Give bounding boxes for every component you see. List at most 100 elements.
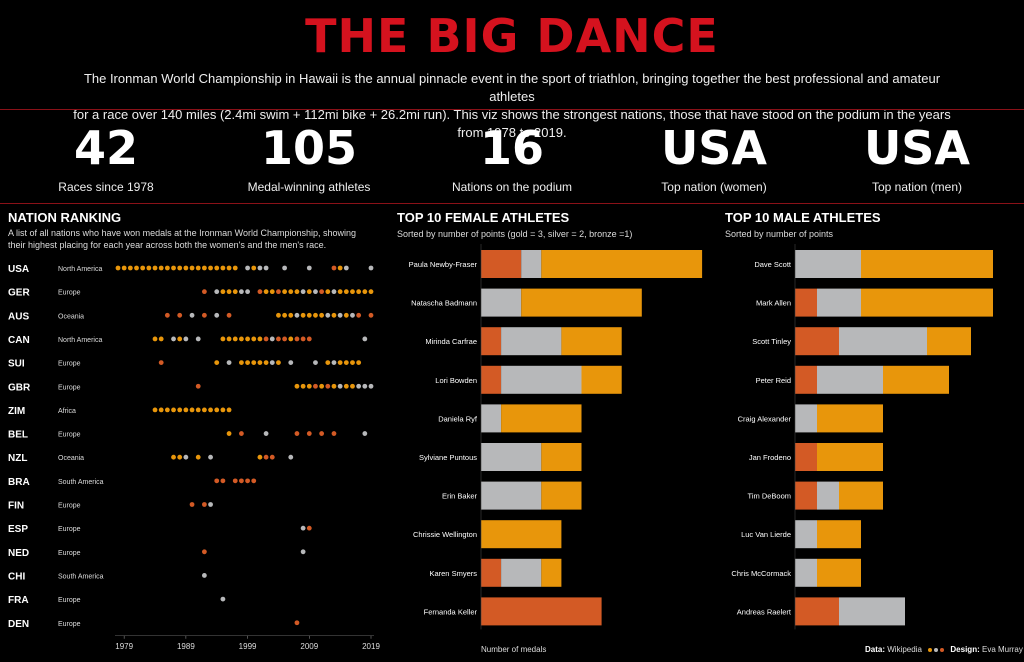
female-subtitle: Sorted by number of points (gold = 3, si… xyxy=(397,229,633,239)
athlete-name: Erin Baker xyxy=(442,492,478,501)
medal-dot xyxy=(189,265,195,271)
medal-dot xyxy=(239,360,244,365)
medal-dot xyxy=(343,265,349,271)
medal-dot xyxy=(288,336,294,342)
medal-dot xyxy=(214,478,220,484)
data-credit-label: Data: xyxy=(865,645,886,654)
medal-dot xyxy=(177,336,183,342)
medal-dot xyxy=(325,360,331,365)
medal-dot xyxy=(214,407,220,413)
nation-region: Africa xyxy=(58,408,76,415)
bronze-medal-bar xyxy=(481,365,502,394)
medal-dot xyxy=(152,336,158,342)
medal-dot xyxy=(269,289,275,295)
nation-code: BRA xyxy=(8,477,30,488)
medal-dot xyxy=(232,289,238,295)
athlete-name: Mirinda Carfrae xyxy=(425,337,477,346)
medal-dot xyxy=(177,407,183,413)
medal-dot xyxy=(337,265,343,271)
medal-dot xyxy=(362,336,368,342)
intro-line-1: The Ironman World Championship in Hawaii… xyxy=(83,71,941,104)
medal-dot xyxy=(313,360,318,365)
kpi-value: 105 xyxy=(260,121,358,175)
medal-dot xyxy=(220,289,226,295)
medal-dot xyxy=(177,312,183,318)
medal-dot xyxy=(239,478,244,484)
medal-dot xyxy=(214,360,220,365)
silver-medal-bar xyxy=(481,443,542,471)
female-title: TOP 10 FEMALE ATHLETES xyxy=(397,210,570,225)
nation-ranking-chart: USA North America GER Europe AUS Oceania CAN No… xyxy=(8,264,380,651)
medal-dot xyxy=(226,289,232,295)
year-tick-label: 1989 xyxy=(177,642,195,651)
bronze-medal-bar xyxy=(795,443,817,471)
silver-medal-bar xyxy=(521,250,542,278)
design-credit-value: Eva Murray xyxy=(981,645,1023,654)
gold-medal-bar xyxy=(861,288,993,317)
medal-dot xyxy=(282,265,288,271)
bronze-medal-bar xyxy=(481,558,502,587)
gold-medal-bar xyxy=(541,443,582,471)
medal-dot xyxy=(214,312,220,318)
medal-dot xyxy=(331,265,337,271)
male-title: TOP 10 MALE ATHLETES xyxy=(725,210,881,225)
nation-region: Europe xyxy=(58,384,81,391)
medal-dot xyxy=(294,336,300,342)
medal-dot xyxy=(350,383,355,389)
athlete-name: Andreas Raelert xyxy=(737,607,792,616)
medal-dot xyxy=(306,525,312,531)
nation-region: Europe xyxy=(58,550,81,557)
medal-dot xyxy=(276,312,281,318)
medal-dot xyxy=(201,265,207,271)
medal-dot xyxy=(239,289,244,295)
medal-dot xyxy=(239,431,244,436)
silver-medal-bar xyxy=(795,520,817,549)
nation-code: DEN xyxy=(8,619,29,630)
silver-medal-bar xyxy=(501,365,582,394)
medal-dot xyxy=(183,407,189,413)
medal-dot xyxy=(282,336,288,342)
medal-dot xyxy=(208,502,213,507)
medal-dot xyxy=(263,289,269,295)
medal-dot xyxy=(269,454,275,460)
medal-dot xyxy=(201,312,207,318)
medal-dot xyxy=(201,289,207,295)
medal-dot xyxy=(208,265,213,271)
medal-dot xyxy=(263,454,269,460)
medal-dot xyxy=(362,383,368,389)
medal-dot xyxy=(294,431,300,436)
nation-subtitle-line-2: their highest placing for each year acro… xyxy=(8,240,327,250)
bronze-medal-bar xyxy=(795,288,817,317)
gold-medal-bar xyxy=(817,558,861,587)
athlete-name: Natascha Badmann xyxy=(411,299,477,308)
kpi-value: USA xyxy=(660,121,768,175)
medal-dot xyxy=(356,383,362,389)
medal-dot xyxy=(350,360,355,365)
medal-dot xyxy=(300,525,306,531)
gold-medal-bar xyxy=(861,250,993,278)
medal-dot xyxy=(127,265,133,271)
medal-dot xyxy=(189,312,195,318)
nation-ranking-subtitle: A list of all nations who have won medal… xyxy=(8,227,378,251)
intro-text: The Ironman World Championship in Hawaii… xyxy=(60,70,964,142)
medal-dot xyxy=(288,312,294,318)
silver-medal-bar xyxy=(481,481,542,510)
bronze-medal-bar xyxy=(481,327,502,356)
male-athletes-chart: Dave Scott Mark Allen Scott Tinley Peter Re… xyxy=(731,244,993,630)
gold-medal-bar xyxy=(501,404,582,433)
year-tick-label: 2019 xyxy=(362,642,380,651)
medal-dot xyxy=(257,289,263,295)
medal-dot xyxy=(171,454,176,460)
medal-dot xyxy=(319,289,325,295)
medal-dot xyxy=(331,383,337,389)
athlete-name: Scott Tinley xyxy=(752,337,791,346)
medal-dot xyxy=(356,312,362,318)
medal-dot xyxy=(152,407,158,413)
medal-dot xyxy=(325,383,331,389)
medal-dot xyxy=(195,454,201,460)
nation-region: North America xyxy=(58,266,102,273)
gold-medal-bar xyxy=(817,404,883,433)
divider-top xyxy=(0,109,1024,110)
medal-dot xyxy=(294,289,300,295)
nation-region: South America xyxy=(58,479,104,486)
